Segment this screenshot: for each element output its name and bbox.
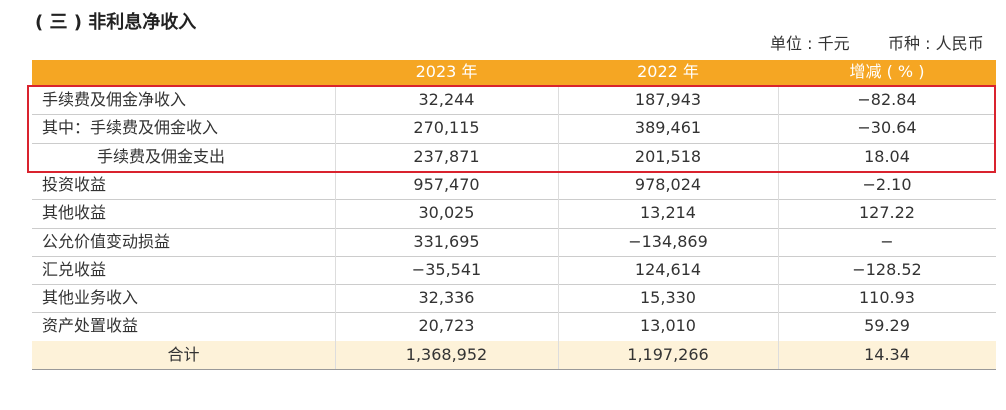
total-value: 14.34 — [864, 344, 910, 364]
total-value: 1,368,952 — [405, 344, 488, 364]
row-divider — [32, 284, 996, 286]
row-divider — [32, 142, 996, 144]
value-cell: 18.04 — [864, 146, 910, 166]
header-cell: 增减 ( % ) — [849, 62, 925, 81]
value-cell: 20,723 — [418, 316, 475, 336]
value-cell: 389,461 — [634, 118, 702, 138]
column-divider — [335, 86, 336, 369]
header-cell — [32, 58, 335, 86]
value-cell: −82.84 — [857, 90, 917, 109]
value-cell: 237,871 — [413, 146, 480, 166]
row-label: 投资收益 — [42, 174, 107, 194]
row-label: 手续费及佣金支出 — [97, 146, 226, 166]
currency: 币种 : 人民币 — [888, 34, 984, 53]
row-divider — [32, 227, 996, 229]
row-divider — [32, 199, 996, 201]
unit: 单位 : 千元 — [770, 34, 850, 53]
row-label: 其他收益 — [42, 203, 107, 223]
column-divider — [558, 86, 559, 369]
value-cell: − — [880, 231, 894, 251]
value-cell: 13,010 — [640, 316, 696, 336]
value-cell: 331,695 — [413, 231, 480, 251]
header-cell: 2022 年 — [637, 62, 699, 81]
value-cell: −30.64 — [857, 118, 917, 138]
value-cell: 187,943 — [634, 90, 702, 109]
value-cell: 957,470 — [413, 174, 480, 194]
header-bg — [32, 60, 996, 85]
section-title: ( 三 ) 非利息净收入 — [35, 12, 197, 33]
value-cell: 978,024 — [634, 174, 702, 194]
value-cell: 270,115 — [413, 118, 480, 138]
row-divider — [32, 255, 996, 257]
value-cell: 15,330 — [640, 288, 696, 308]
row-label: 手续费及佣金净收入 — [42, 90, 187, 109]
total-value: 1,197,266 — [627, 344, 709, 364]
value-cell: 13,214 — [640, 203, 696, 223]
total-label: 合计 — [167, 344, 200, 364]
row-divider — [32, 312, 996, 314]
row-divider — [32, 114, 996, 116]
row-label: 公允价值变动损益 — [42, 231, 171, 251]
value-cell: −2.10 — [862, 174, 912, 194]
value-cell: 59.29 — [864, 316, 910, 336]
value-cell: 127.22 — [859, 203, 915, 223]
bottom-rule — [32, 368, 996, 370]
total-bg — [32, 340, 996, 369]
row-label: 资产处置收益 — [42, 316, 139, 336]
row-label: 汇兑收益 — [42, 259, 107, 279]
value-cell: 32,244 — [418, 90, 475, 109]
value-cell: −128.52 — [852, 259, 922, 279]
value-cell: −35,541 — [411, 259, 482, 279]
value-cell: 32,336 — [418, 288, 475, 308]
column-divider — [778, 86, 779, 369]
row-label: 其他业务收入 — [42, 288, 139, 308]
value-cell: 110.93 — [859, 288, 915, 308]
highlight-box — [27, 85, 996, 173]
value-cell: 201,518 — [634, 146, 702, 166]
value-cell: −134,869 — [628, 231, 708, 251]
value-cell: 124,614 — [634, 259, 702, 279]
value-cell: 30,025 — [418, 203, 475, 223]
row-label: 其中：手续费及佣金收入 — [42, 118, 219, 138]
header-cell: 2023 年 — [415, 62, 478, 81]
